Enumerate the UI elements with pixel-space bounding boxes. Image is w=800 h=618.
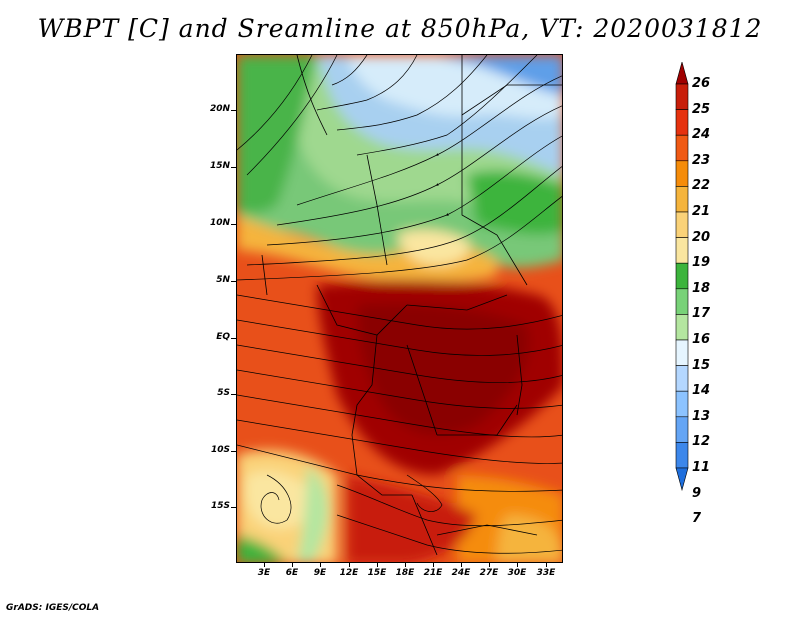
colorbar-label: 25 xyxy=(692,101,711,117)
temperature-shading xyxy=(237,55,562,562)
lon-tick xyxy=(546,563,547,567)
colorbar xyxy=(675,62,689,492)
colorbar-swatch xyxy=(675,365,689,392)
lon-label: 33E xyxy=(536,568,556,578)
lat-tick xyxy=(231,394,236,395)
lat-label: 5S xyxy=(217,388,230,398)
colorbar-label: 15 xyxy=(692,357,711,373)
colorbar-label: 26 xyxy=(692,76,711,91)
lat-label: 10S xyxy=(210,445,230,455)
colorbar-swatch xyxy=(675,160,689,187)
colorbar-swatch xyxy=(675,390,689,418)
colorbar-swatch xyxy=(675,186,689,213)
lat-tick xyxy=(231,110,236,111)
lon-tick xyxy=(320,563,321,567)
colorbar-label: 12 xyxy=(692,434,711,450)
lat-label: 10N xyxy=(209,218,230,228)
lat-tick xyxy=(231,281,236,282)
colorbar-label: 24 xyxy=(692,127,711,143)
lat-label: EQ xyxy=(216,332,230,342)
lon-tick xyxy=(349,563,350,567)
lat-tick xyxy=(231,224,236,225)
lon-label: 27E xyxy=(479,568,499,578)
map-title: WBPT [C] and Sreamline at 850hPa, VT: 20… xyxy=(37,14,763,43)
colorbar-label: 19 xyxy=(692,255,711,271)
lon-tick xyxy=(405,563,406,567)
lon-label: 30E xyxy=(507,568,527,578)
wbpt-field-map xyxy=(237,55,562,562)
streamlines xyxy=(237,55,562,554)
lon-label: 9E xyxy=(313,568,327,578)
lon-label: 3E xyxy=(257,568,271,578)
lat-label: 15S xyxy=(210,501,230,511)
lon-label: 21E xyxy=(423,568,443,578)
colorbar-label: 22 xyxy=(692,178,711,194)
colorbar-bottom-triangle xyxy=(675,467,689,492)
lat-label: 15N xyxy=(209,161,230,171)
lat-label: 20N xyxy=(209,104,230,114)
colorbar-swatch xyxy=(675,109,689,136)
lon-tick xyxy=(517,563,518,567)
colorbar-swatch xyxy=(675,339,689,366)
colorbar-label: 17 xyxy=(692,306,711,322)
colorbar-swatch xyxy=(675,314,689,341)
colorbar-swatch xyxy=(675,134,689,162)
lon-tick xyxy=(461,563,462,567)
map-panel xyxy=(236,54,563,563)
colorbar-swatch xyxy=(675,442,689,469)
lon-tick xyxy=(292,563,293,567)
lat-label: 5N xyxy=(216,275,230,285)
lat-tick xyxy=(231,167,236,168)
colorbar-label: 9 xyxy=(692,485,702,501)
lon-tick xyxy=(264,563,265,567)
lat-tick xyxy=(231,507,236,508)
colorbar-swatch xyxy=(675,262,689,290)
lon-tick xyxy=(433,563,434,567)
colorbar-top-triangle xyxy=(675,62,689,85)
lon-label: 15E xyxy=(367,568,387,578)
colorbar-label: 16 xyxy=(692,332,711,347)
colorbar-swatch xyxy=(675,288,689,315)
lon-label: 18E xyxy=(395,568,415,578)
colorbar-label: 18 xyxy=(692,280,711,296)
credit-text: GrADS: IGES/COLA xyxy=(6,603,100,613)
colorbar-label: 11 xyxy=(692,460,711,475)
country-borders xyxy=(261,55,562,556)
colorbar-label: 21 xyxy=(692,204,711,219)
lon-tick xyxy=(489,563,490,567)
colorbar-label: 20 xyxy=(692,229,711,245)
lon-tick xyxy=(377,563,378,567)
colorbar-label: 13 xyxy=(692,408,711,424)
lat-tick xyxy=(231,338,236,339)
colorbar-label: 7 xyxy=(692,511,702,527)
lat-tick xyxy=(231,451,236,452)
colorbar-swatch xyxy=(675,237,689,264)
lon-label: 12E xyxy=(339,568,359,578)
lon-label: 6E xyxy=(285,568,299,578)
colorbar-swatch xyxy=(675,416,689,443)
colorbar-swatch xyxy=(675,211,689,238)
colorbar-swatch xyxy=(675,83,689,110)
colorbar-label: 14 xyxy=(692,383,711,399)
lon-label: 24E xyxy=(451,568,471,578)
colorbar-label: 23 xyxy=(692,152,711,168)
